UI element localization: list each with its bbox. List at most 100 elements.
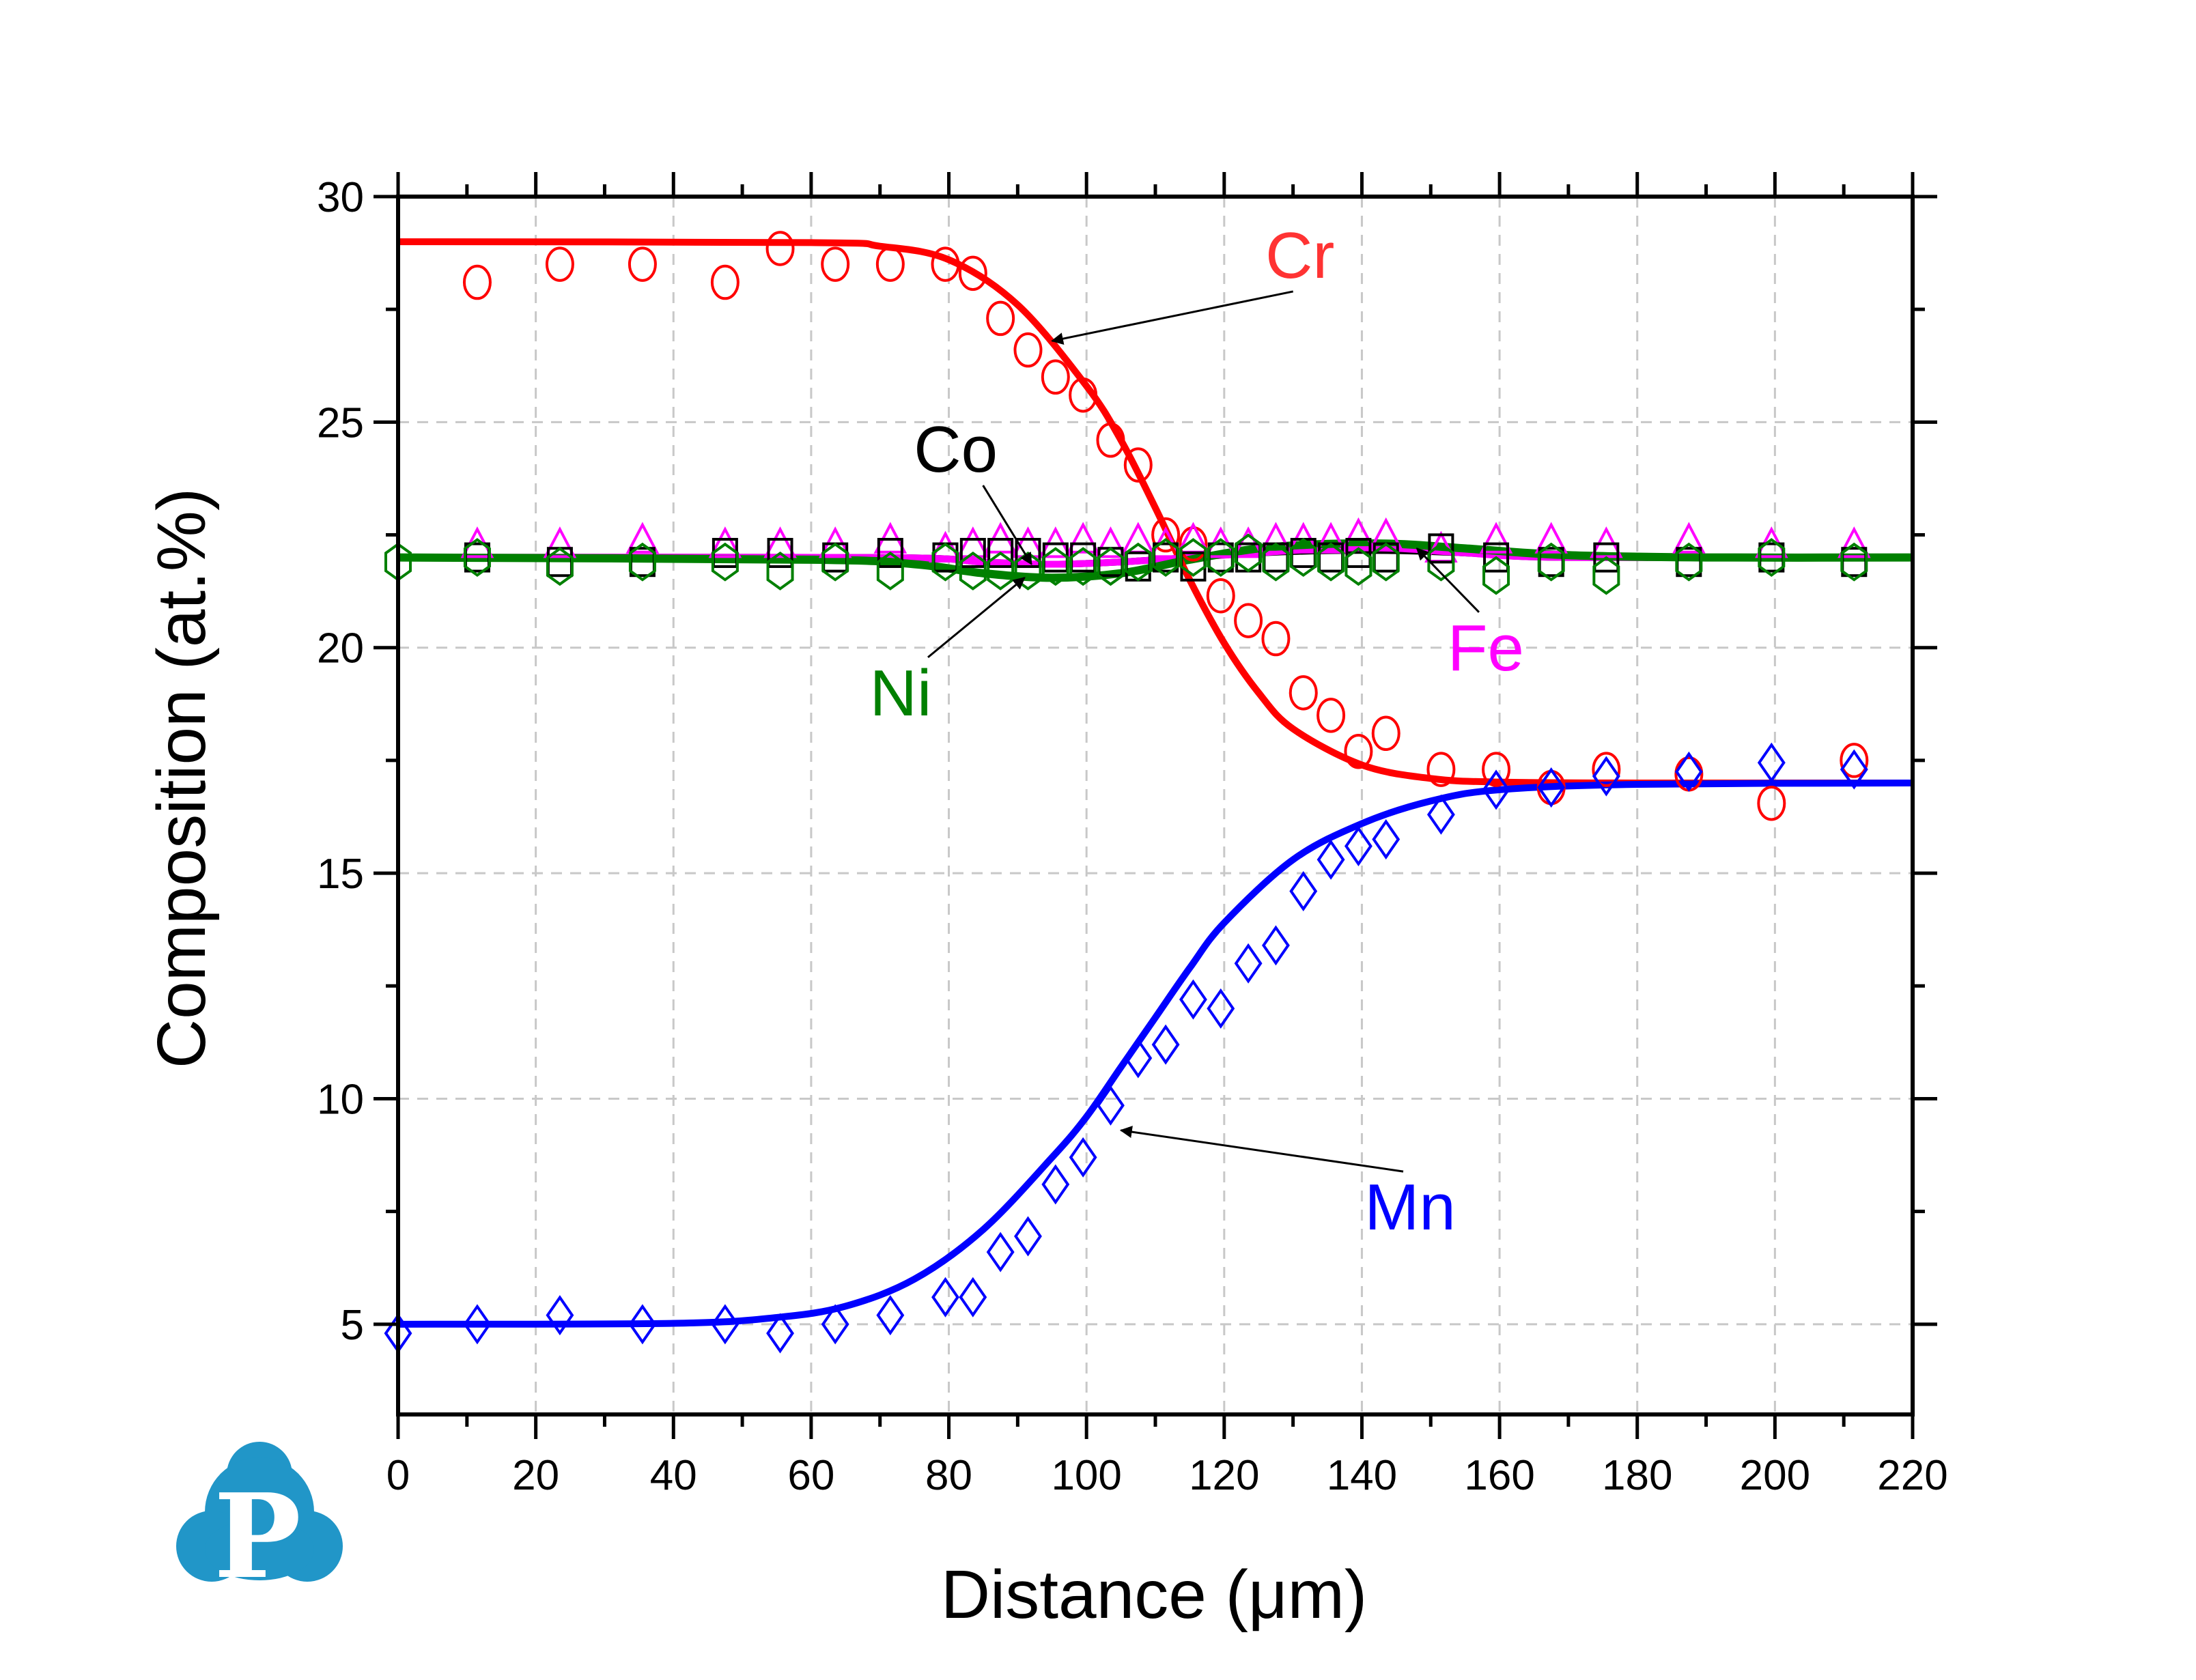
data-point-fe [1121, 522, 1155, 554]
annotation-arrow-cr [1051, 290, 1294, 345]
data-point-ni [1235, 533, 1263, 573]
data-point-mn [1014, 1216, 1042, 1257]
data-point-cr [462, 264, 492, 300]
data-point-co [987, 537, 1014, 568]
data-point-mn [463, 1304, 492, 1345]
data-point-fe [929, 530, 962, 563]
data-point-cr [628, 246, 657, 282]
y-tick-label: 5 [341, 1302, 364, 1349]
tick-labels: 0 20 40 60 80 100 120 140 160 180 200 220 5 10 15 20 25 3… [317, 174, 1948, 1499]
data-point-co [1015, 537, 1041, 568]
data-point-ni [1675, 542, 1703, 582]
x-tick-label: 60 [787, 1452, 834, 1499]
y-tick-label: 20 [317, 625, 364, 672]
data-point-ni [931, 542, 959, 582]
x-tick-label: 200 [1740, 1452, 1810, 1499]
data-point-fe [1066, 522, 1100, 554]
x-tick-label: 0 [386, 1452, 410, 1499]
data-point-cr [1151, 517, 1181, 553]
data-point-cr [1069, 377, 1098, 413]
x-tick-label: 140 [1327, 1452, 1397, 1499]
data-point-ni [628, 542, 656, 582]
data-point-co [1345, 537, 1372, 568]
data-point-cr [1234, 603, 1263, 638]
data-point-mn [1537, 767, 1566, 808]
data-point-cr [545, 246, 574, 282]
data-point-mn [1069, 1137, 1097, 1178]
annotation-label-fe: Fe [1448, 612, 1524, 685]
data-point-mn [1234, 943, 1263, 984]
fit-curve-cr [397, 238, 1913, 787]
x-tick-label: 20 [512, 1452, 559, 1499]
data-point-cr [1371, 715, 1400, 752]
data-point-cr [1096, 423, 1125, 458]
data-point-ni [1097, 547, 1125, 586]
axis-ticks [374, 172, 1937, 1439]
data-point-ni [546, 547, 574, 586]
data-point-cr [931, 246, 960, 282]
data-point-ni [1592, 556, 1620, 595]
data-point-fe [763, 526, 797, 558]
annotation-label-mn: Mn [1364, 1171, 1455, 1244]
data-point-cr [1344, 733, 1373, 769]
data-point-fe [543, 526, 577, 558]
data-point-mn [986, 1231, 1015, 1272]
data-point-cr [1592, 752, 1621, 787]
data-point-mn [1592, 756, 1620, 797]
data-point-ni [1289, 538, 1317, 578]
data-point-fe [625, 522, 660, 554]
data-point-mn [546, 1295, 574, 1336]
data-point-co [767, 537, 793, 568]
y-tick-label: 30 [317, 174, 364, 221]
data-point-cr [875, 246, 905, 282]
data-point-cr [958, 255, 987, 291]
data-point-ni [1124, 542, 1152, 582]
data-point-fe [1094, 526, 1127, 558]
annotation-arrow-co [982, 485, 1032, 566]
data-point-ni [1152, 538, 1180, 578]
data-point-fe [1672, 522, 1706, 554]
data-point-cr [1840, 743, 1869, 778]
data-point-co [1841, 547, 1868, 578]
data-point-mn [1317, 839, 1345, 880]
data-point-ni [1345, 547, 1372, 586]
data-point-ni [1758, 538, 1786, 578]
data-point-mn [1426, 794, 1455, 835]
data-point-cr [1123, 447, 1153, 483]
data-point-ni [1482, 556, 1510, 595]
data-point-cr [710, 264, 740, 300]
data-point-ni [821, 542, 849, 582]
data-point-mn [1372, 819, 1400, 860]
fit-curve-mn [397, 779, 1913, 1328]
data-point-fe [1314, 522, 1348, 554]
y-tick-label: 10 [317, 1076, 364, 1123]
data-point-co [1428, 533, 1454, 564]
x-tick-label: 160 [1464, 1452, 1534, 1499]
data-point-mn [876, 1295, 905, 1336]
data-point-fe [1369, 517, 1403, 550]
data-point-mn [1344, 825, 1372, 866]
data-point-mn [1289, 871, 1318, 912]
data-point-ni [711, 542, 739, 582]
data-point-fe [1259, 522, 1293, 554]
data-point-ni [766, 551, 794, 590]
data-point-fe [708, 526, 742, 558]
y-tick-label: 25 [317, 399, 364, 446]
logo-letter: P [214, 1468, 301, 1591]
data-point-mn [1674, 751, 1703, 792]
cloud-p-logo-icon: P [176, 1442, 343, 1591]
data-point-mn [1757, 742, 1786, 783]
data-point-mn [1482, 769, 1510, 810]
data-point-mn [1041, 1164, 1070, 1205]
data-point-mn [1840, 749, 1868, 790]
x-tick-label: 220 [1877, 1452, 1947, 1499]
data-point-ni [1372, 542, 1400, 582]
data-point-mn [1207, 988, 1235, 1029]
data-point-cr [1041, 359, 1070, 395]
data-point-co [877, 537, 903, 568]
data-point-mn [1179, 979, 1207, 1020]
data-point-mn [1151, 1024, 1180, 1065]
y-axis-title: Composition (at.%) [143, 488, 220, 1068]
data-point-co [1483, 542, 1510, 573]
